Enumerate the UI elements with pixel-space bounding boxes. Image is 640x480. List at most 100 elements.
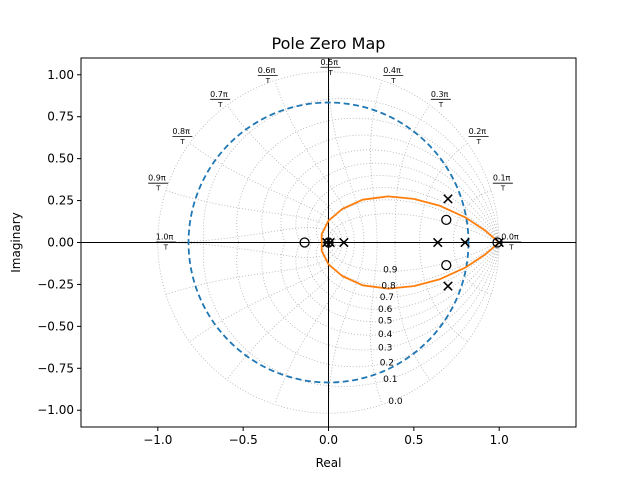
frequency-curve [166,190,339,243]
svg-text:0.4π: 0.4π [383,66,401,75]
svg-text:0.0π: 0.0π [501,233,519,242]
chart-title: Pole Zero Map [272,34,386,53]
svg-text:T: T [155,185,161,193]
svg-text:T: T [328,69,334,77]
frequency-curve [394,106,430,243]
x-tick-label: −1.0 [143,433,172,447]
damping-label: 0.9 [383,265,398,275]
x-tick-label: 0.5 [404,433,423,447]
svg-text:T: T [390,77,396,85]
pole-marker [460,237,470,248]
svg-text:T: T [265,77,271,85]
damping-label: 0.8 [381,281,396,291]
frequency-label: 0.4π T [383,66,404,85]
frequency-curve [370,82,382,243]
svg-text:0.7π: 0.7π [210,90,228,99]
frequency-label: 0.0π T [501,233,522,252]
damping-label: 0.2 [380,358,394,368]
frequency-curve [227,242,348,379]
svg-text:T: T [508,244,514,252]
frequency-curve [394,242,430,379]
frequency-curve [190,242,343,342]
frequency-curve [452,190,491,243]
x-axis-label: Real [316,456,342,470]
x-tick-label: 0.0 [319,433,338,447]
svg-text:T: T [179,138,185,146]
y-tick-label: −1.00 [37,403,74,417]
damping-label: 0.3 [378,343,392,353]
svg-text:1.0π: 1.0π [156,233,174,242]
damping-label: 0.5 [378,316,392,326]
frequency-label: 1.0π T [155,233,176,252]
frequency-curve [452,242,491,295]
damping-curve [307,242,500,310]
frequency-label: 0.3π T [430,90,451,109]
damping-curve [307,175,500,243]
damping-curve [327,242,500,272]
y-tick-label: −0.75 [37,361,74,375]
frequency-curve [370,242,382,403]
z-plane-grid [157,71,500,414]
frequency-label: 0.2π T [468,127,489,146]
frequency-curve [227,106,348,243]
svg-text:0.9π: 0.9π [148,174,166,183]
damping-label: 0.6 [378,305,393,315]
damping-label: 0.7 [380,293,394,303]
frequency-label: 0.1π T [492,174,513,193]
damping-curve [295,162,500,243]
plot-area [187,101,504,384]
pole-marker [494,237,504,248]
damping-curve [236,117,500,243]
zero-marker [441,214,452,226]
pole-marker [339,237,349,248]
pole-marker [443,194,453,204]
y-tick-label: −0.25 [37,277,74,291]
frequency-curve [157,242,337,258]
pole-marker [325,237,335,248]
x-tick-label: 1.0 [490,433,509,447]
frequency-curve [157,227,337,243]
damping-curve [261,134,500,243]
frequency-label: 0.9π T [148,174,169,193]
y-tick-label: 0.75 [47,110,74,124]
y-tick-label: −0.50 [37,319,74,333]
svg-text:0.3π: 0.3π [431,90,449,99]
svg-text:0.8π: 0.8π [172,127,190,136]
svg-text:T: T [217,101,223,109]
frequency-curve [190,143,343,243]
damping-curve [236,242,500,368]
grid-labels: 0.0 0.1 0.2 0.3 0.4 0.50.6 0.7 0.8 0.9 0.0π T 0.1π T… [148,58,522,407]
damping-curve [203,242,500,387]
zero-marker [441,259,452,271]
svg-text:0.5π: 0.5π [321,58,339,67]
svg-text:T: T [163,244,169,252]
dashed-circle [187,101,470,384]
y-axis-label: Imaginary [9,212,23,273]
frequency-label: 0.7π T [210,90,231,109]
damping-label: 0.4 [378,330,393,340]
frequency-curve [328,242,365,411]
damping-curve [327,213,500,243]
damping-label: 0.1 [383,375,397,385]
y-tick-label: 1.00 [47,68,74,82]
svg-text:0.6π: 0.6π [258,66,276,75]
damping-curve [316,242,500,298]
pole-marker [443,281,453,291]
y-tick-label: 0.25 [47,194,74,208]
svg-text:T: T [500,185,506,193]
svg-text:T: T [438,101,444,109]
svg-text:T: T [476,138,482,146]
frequency-curve [275,82,355,243]
damping-curve [295,242,500,323]
zero-marker [492,237,503,248]
frequency-label: 0.5π T [320,58,341,77]
axis-ticks: −1.0 −0.5 0.0 0.5 1.0 1.00 0.75 0.50 0.25 0.00 −0.… [37,68,509,447]
x-tick-label: −0.5 [229,433,258,447]
frequency-curve [166,242,339,295]
damping-curve [203,98,500,243]
y-tick-label: 0.50 [47,152,74,166]
zero-marker [323,237,334,248]
zero-marker [299,237,310,248]
y-tick-label: 0.00 [47,236,74,250]
